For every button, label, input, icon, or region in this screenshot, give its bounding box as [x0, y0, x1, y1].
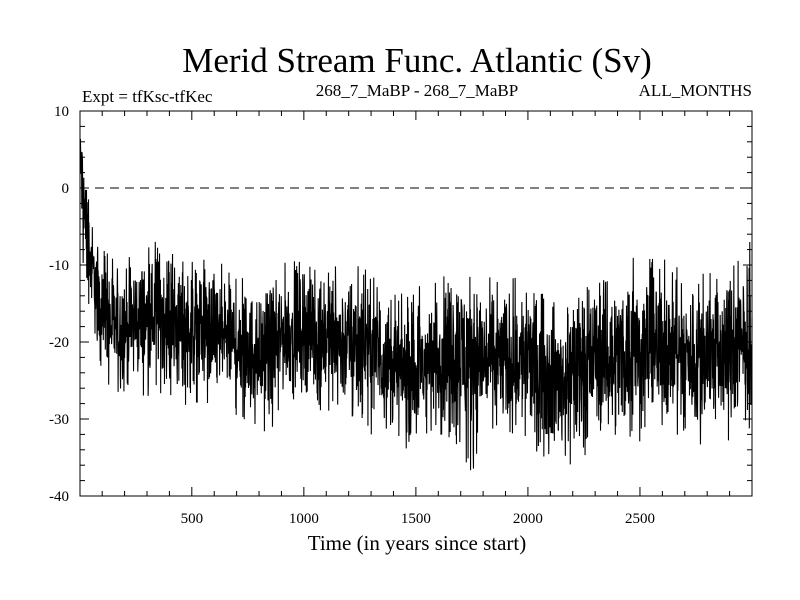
plot-area: 500 1000 1500 2000 2500 10 0 -10 -20 -30 -40	[49, 104, 753, 527]
x-tick-label: 500	[181, 511, 204, 527]
subtitle-left: Expt = tfKsc-tfKec	[82, 87, 213, 106]
x-tick-label: 2000	[513, 511, 543, 527]
y-tick-label: -20	[49, 335, 69, 351]
subtitle-center: 268_7_MaBP - 268_7_MaBP	[316, 81, 518, 100]
y-tick-label: -10	[49, 258, 69, 274]
x-tick-label: 2500	[625, 511, 655, 527]
y-tick-label: 10	[54, 104, 69, 120]
x-tick-label: 1000	[289, 511, 319, 527]
y-tick-label: -40	[49, 489, 69, 505]
chart-title: Merid Stream Func. Atlantic (Sv)	[182, 41, 652, 80]
x-tick-label: 1500	[401, 511, 431, 527]
series-line	[79, 138, 753, 471]
x-axis-label: Time (in years since start)	[308, 531, 527, 555]
subtitle-right: ALL_MONTHS	[639, 81, 752, 100]
y-tick-label: 0	[62, 181, 70, 197]
y-tick-label: -30	[49, 412, 69, 428]
